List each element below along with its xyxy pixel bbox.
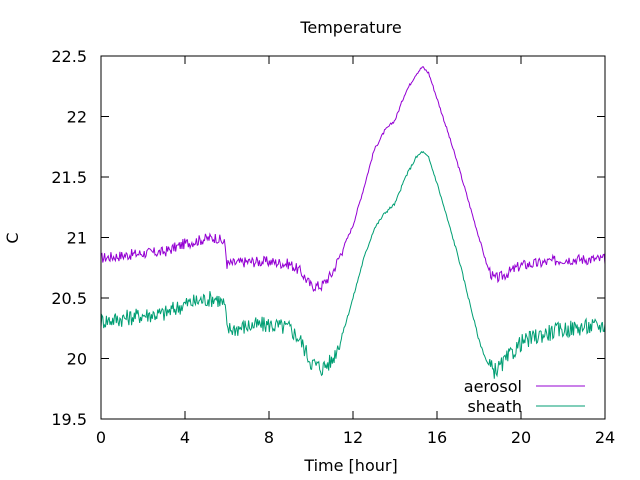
chart-title: Temperature	[299, 18, 401, 37]
y-tick-label: 20.5	[51, 289, 87, 308]
x-tick-label: 24	[595, 428, 615, 447]
legend-label-sheath: sheath	[467, 397, 522, 416]
x-tick-label: 0	[96, 428, 106, 447]
axis-ticks: 0 4 8 12 16 20 24 19.5 20 20.5 21 21.5 22 22.5	[51, 47, 615, 447]
y-tick-label: 22.5	[51, 47, 87, 66]
plot-frame	[100, 55, 606, 420]
y-tick-label: 21	[67, 229, 87, 248]
x-tick-label: 8	[264, 428, 274, 447]
series-line-sheath	[100, 150, 606, 379]
x-axis-label: Time [hour]	[303, 456, 397, 475]
y-tick-label: 22	[67, 108, 87, 127]
x-tick-label: 20	[511, 428, 531, 447]
x-tick-label: 4	[180, 428, 190, 447]
series-line-aerosol	[100, 66, 606, 293]
legend-label-aerosol: aerosol	[464, 377, 522, 396]
y-tick-label: 20	[67, 350, 87, 369]
series-lines	[100, 66, 606, 379]
x-tick-label: 16	[427, 428, 447, 447]
y-tick-label: 19.5	[51, 410, 87, 429]
y-axis-label: C	[3, 232, 22, 243]
y-tick-label: 21.5	[51, 168, 87, 187]
x-tick-label: 12	[343, 428, 363, 447]
